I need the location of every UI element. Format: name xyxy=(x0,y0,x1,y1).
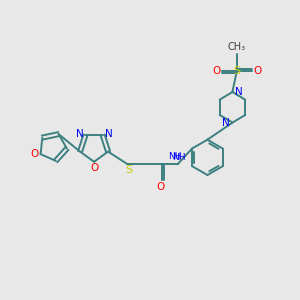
Text: S: S xyxy=(125,165,132,176)
Text: CH₃: CH₃ xyxy=(228,42,246,52)
Text: N: N xyxy=(235,87,243,97)
Text: O: O xyxy=(212,66,220,76)
Text: NH: NH xyxy=(168,152,182,161)
Text: N: N xyxy=(222,118,230,128)
Text: O: O xyxy=(90,163,98,173)
Text: S: S xyxy=(233,66,240,76)
Text: NH: NH xyxy=(172,153,185,162)
Text: O: O xyxy=(156,182,164,192)
Text: N: N xyxy=(76,129,83,139)
Text: O: O xyxy=(31,149,39,159)
Text: N: N xyxy=(105,129,112,139)
Text: O: O xyxy=(253,66,262,76)
